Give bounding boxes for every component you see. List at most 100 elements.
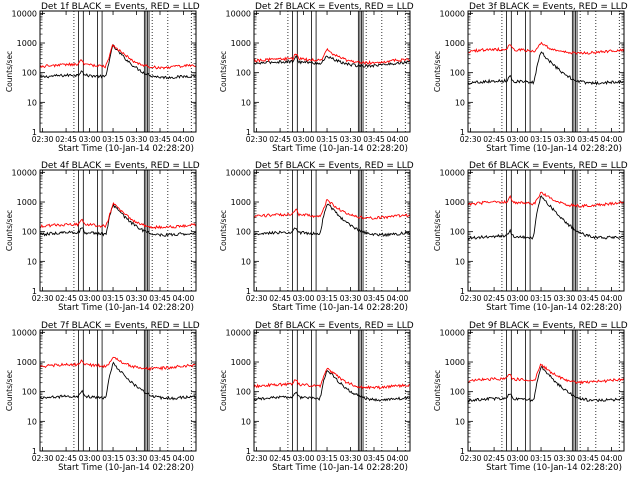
- y-tick-label: 1: [32, 287, 37, 296]
- y-tick-label: 10000: [12, 9, 37, 18]
- x-tick-label: 03:15: [102, 294, 124, 303]
- x-axis-label: Start Time (10-Jan-14 02:28:20): [58, 303, 194, 313]
- panel-det-2: Det 2f BLACK = Events, RED = LLD 1 10 100 10…: [219, 2, 414, 154]
- y-axis-label: Counts/sec: [5, 370, 14, 411]
- x-tick-label: 03:00: [79, 135, 101, 144]
- x-tick-label: 02:30: [246, 135, 268, 144]
- panel-det-9: Det 9f BLACK = Events, RED = LLD 1 10 100 10…: [433, 321, 628, 473]
- x-tick-label: 03:00: [79, 294, 101, 303]
- x-tick-label: 03:30: [126, 454, 148, 463]
- x-tick-label: 02:45: [269, 135, 291, 144]
- y-tick-label: 1: [246, 287, 251, 296]
- x-tick-label: 03:15: [102, 454, 124, 463]
- x-tick-label: 02:30: [460, 454, 482, 463]
- lld-series-line: [467, 191, 625, 208]
- y-tick-label: 10: [27, 98, 37, 107]
- y-axis-label: Counts/sec: [433, 210, 442, 251]
- x-tick-label: 02:45: [55, 135, 77, 144]
- y-axis-label: Counts/sec: [433, 51, 442, 92]
- events-series-line: [467, 366, 625, 403]
- panel-det-4: Det 4f BLACK = Events, RED = LLD 1 10 100 10…: [5, 161, 200, 313]
- y-axis-label: Counts/sec: [219, 51, 228, 92]
- panel-title: Det 9f BLACK = Events, RED = LLD: [469, 321, 628, 331]
- x-axis-label: Start Time (10-Jan-14 02:28:20): [58, 144, 194, 154]
- panel-det-6: Det 6f BLACK = Events, RED = LLD 1 10 100 10…: [433, 161, 628, 313]
- x-tick-label: 02:45: [483, 454, 505, 463]
- y-tick-label: 1: [246, 447, 251, 456]
- x-axis-label: Start Time (10-Jan-14 02:28:20): [272, 144, 408, 154]
- plot-frame: [467, 329, 625, 452]
- events-series-line: [467, 195, 625, 240]
- x-tick-label: 02:45: [483, 294, 505, 303]
- y-tick-label: 100: [450, 69, 465, 78]
- panel-title: Det 8f BLACK = Events, RED = LLD: [255, 321, 414, 331]
- y-axis-label: Counts/sec: [219, 210, 228, 251]
- x-tick-label: 02:30: [460, 135, 482, 144]
- y-tick-label: 100: [450, 388, 465, 397]
- plot-frame: [39, 169, 197, 292]
- plot-frame: [39, 329, 197, 452]
- panel-title: Det 1f BLACK = Events, RED = LLD: [41, 2, 200, 12]
- y-tick-label: 10: [455, 257, 465, 266]
- lld-series-line: [467, 41, 625, 55]
- y-tick-label: 1: [32, 128, 37, 137]
- y-tick-label: 10: [241, 417, 251, 426]
- y-tick-label: 100: [236, 228, 251, 237]
- x-tick-label: 03:45: [363, 135, 385, 144]
- x-tick-label: 04:00: [387, 294, 409, 303]
- plot-frame: [467, 169, 625, 292]
- panel-title: Det 5f BLACK = Events, RED = LLD: [255, 161, 414, 171]
- x-tick-label: 04:00: [387, 454, 409, 463]
- y-tick-label: 10000: [440, 168, 465, 177]
- x-tick-label: 03:15: [316, 294, 338, 303]
- x-tick-label: 03:00: [79, 454, 101, 463]
- panel-title: Det 2f BLACK = Events, RED = LLD: [255, 2, 414, 12]
- lld-series-line: [467, 363, 625, 385]
- y-tick-label: 10000: [226, 328, 251, 337]
- y-tick-label: 10: [455, 98, 465, 107]
- y-axis-label: Counts/sec: [5, 51, 14, 92]
- y-tick-label: 10000: [440, 328, 465, 337]
- panel-det-5: Det 5f BLACK = Events, RED = LLD 1 10 100 10…: [219, 161, 414, 313]
- x-tick-label: 04:00: [601, 294, 623, 303]
- panel-det-3: Det 3f BLACK = Events, RED = LLD 1 10 100 10…: [433, 2, 628, 154]
- y-tick-label: 1000: [17, 39, 37, 48]
- lld-series-line: [39, 356, 197, 372]
- events-series-line: [253, 370, 411, 402]
- y-tick-label: 100: [22, 228, 37, 237]
- x-tick-label: 02:30: [246, 454, 268, 463]
- y-tick-label: 100: [450, 228, 465, 237]
- x-tick-label: 04:00: [173, 135, 195, 144]
- x-tick-label: 02:45: [55, 454, 77, 463]
- x-tick-label: 03:15: [316, 454, 338, 463]
- x-tick-label: 03:45: [363, 454, 385, 463]
- y-tick-label: 1000: [231, 358, 251, 367]
- x-tick-label: 02:30: [460, 294, 482, 303]
- x-tick-label: 03:45: [363, 294, 385, 303]
- y-tick-label: 1000: [445, 39, 465, 48]
- y-tick-label: 10: [241, 257, 251, 266]
- x-tick-label: 04:00: [387, 135, 409, 144]
- y-tick-label: 1: [32, 447, 37, 456]
- panel-det-1: Det 1f BLACK = Events, RED = LLD 1 10 100 10…: [5, 2, 200, 154]
- x-tick-label: 03:30: [554, 135, 576, 144]
- events-series-line: [253, 203, 411, 238]
- x-tick-label: 03:15: [530, 454, 552, 463]
- plot-frame: [253, 169, 411, 292]
- y-tick-label: 10000: [440, 9, 465, 18]
- y-tick-label: 1000: [445, 198, 465, 207]
- x-axis-label: Start Time (10-Jan-14 02:28:20): [58, 463, 194, 473]
- x-tick-label: 04:00: [173, 294, 195, 303]
- panel-title: Det 7f BLACK = Events, RED = LLD: [41, 321, 200, 331]
- panel-title: Det 6f BLACK = Events, RED = LLD: [469, 161, 628, 171]
- lld-series-line: [39, 43, 197, 70]
- y-tick-label: 1000: [17, 198, 37, 207]
- x-tick-label: 03:30: [340, 454, 362, 463]
- panel-det-8: Det 8f BLACK = Events, RED = LLD 1 10 100 10…: [219, 321, 414, 473]
- x-tick-label: 03:00: [293, 294, 315, 303]
- lld-series-line: [253, 47, 410, 65]
- y-tick-label: 1: [460, 128, 465, 137]
- lld-series-line: [39, 202, 197, 230]
- y-tick-label: 1000: [17, 358, 37, 367]
- y-tick-label: 1000: [445, 358, 465, 367]
